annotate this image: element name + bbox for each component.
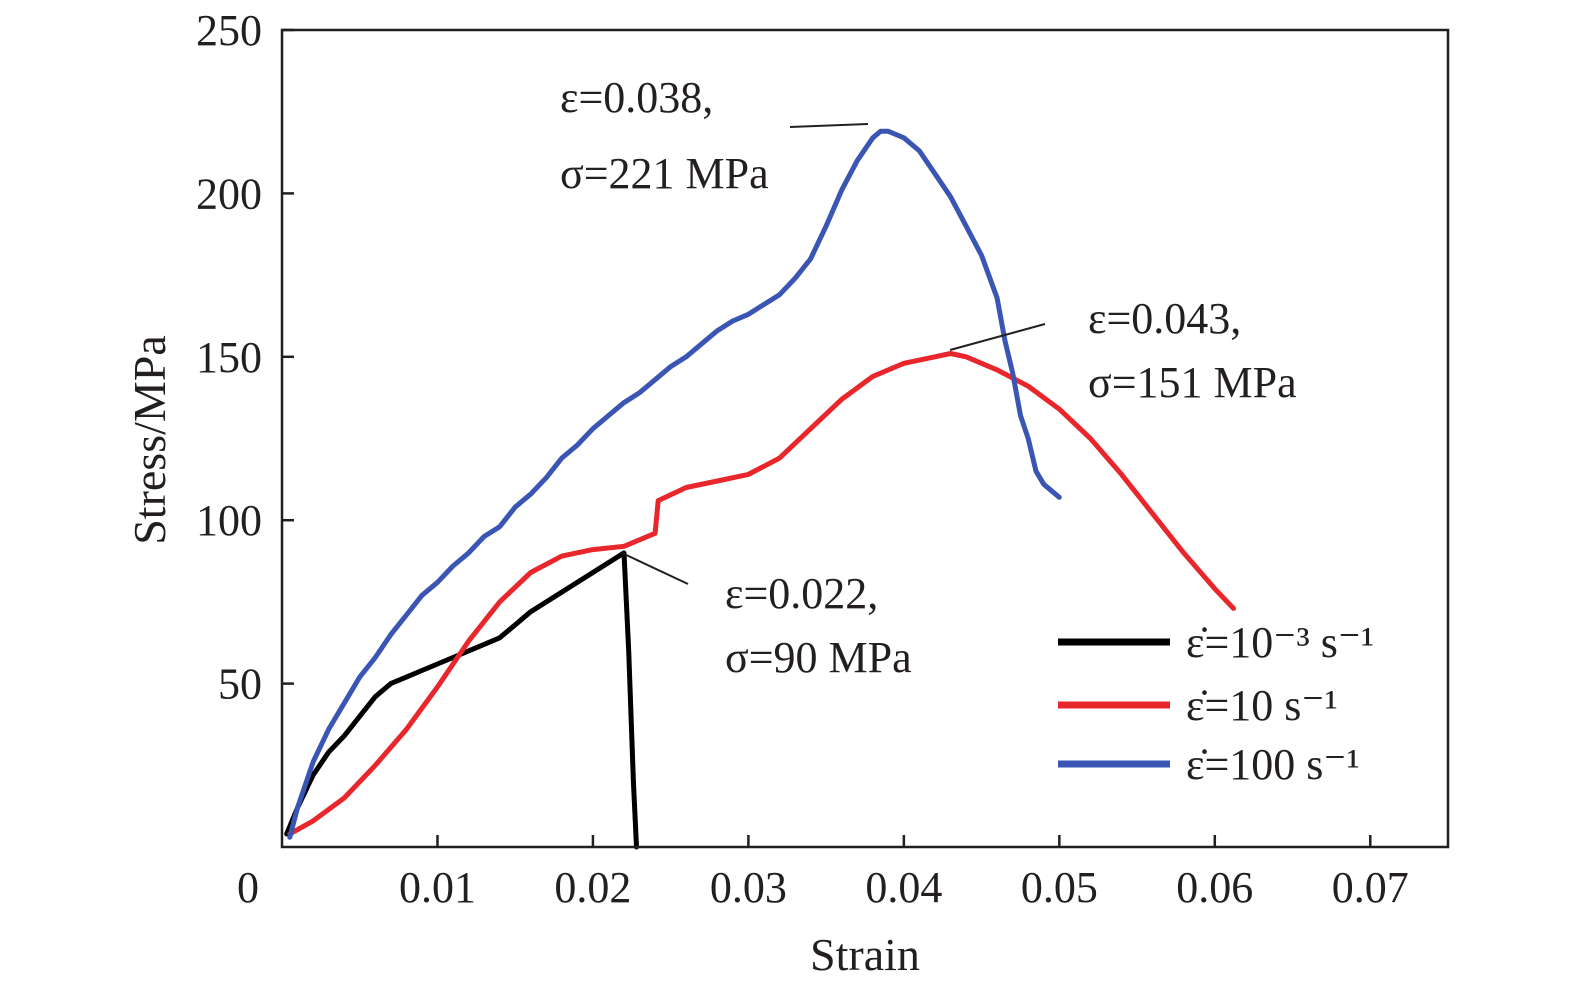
y-tick-label: 150 bbox=[196, 333, 262, 382]
x-tick-label: 0.06 bbox=[1176, 863, 1253, 912]
x-tick-label: 0.05 bbox=[1021, 863, 1098, 912]
series-line-3 bbox=[287, 128, 1062, 840]
annotation-leader-line bbox=[949, 323, 1046, 351]
x-tick-label: 0 bbox=[237, 863, 259, 912]
legend: ε̇=10⁻³ s⁻¹ ε̇=10 s⁻¹ ε̇=100 s⁻¹ bbox=[1058, 618, 1374, 789]
x-tick-label: 0.02 bbox=[554, 863, 631, 912]
y-tick-label: 50 bbox=[218, 660, 262, 709]
annotation-stress-label: σ=90 MPa bbox=[725, 633, 912, 682]
y-tick-label: 100 bbox=[196, 496, 262, 545]
annotation-strain-label: ε=0.022, bbox=[725, 569, 878, 618]
y-tick-label: 200 bbox=[196, 169, 262, 218]
annotation-leader-line bbox=[789, 123, 869, 128]
annotation-stress-label: σ=221 MPa bbox=[560, 149, 769, 198]
annotation-layer: ε=0.038, σ=221 MPa ε=0.043, σ=151 MPa ε=0.02… bbox=[560, 73, 1297, 682]
y-tick-label: 250 bbox=[196, 6, 262, 55]
annotation-leader-line bbox=[621, 552, 689, 585]
x-axis-label: Strain bbox=[810, 929, 920, 980]
x-tick-label: 0.07 bbox=[1332, 863, 1409, 912]
legend-label: ε̇=10 s⁻¹ bbox=[1186, 681, 1338, 730]
x-tick-label: 0.03 bbox=[710, 863, 787, 912]
x-tick-label: 0.01 bbox=[399, 863, 476, 912]
series-line-1 bbox=[284, 550, 639, 850]
annotation-stress-label: σ=151 MPa bbox=[1088, 358, 1297, 407]
series-line-2 bbox=[287, 351, 1236, 837]
x-tick-label: 0.04 bbox=[865, 863, 942, 912]
series-layer bbox=[284, 128, 1236, 850]
annotation-strain-label: ε=0.043, bbox=[1088, 294, 1241, 343]
plot-frame bbox=[280, 28, 1450, 849]
legend-label: ε̇=10⁻³ s⁻¹ bbox=[1186, 618, 1374, 667]
y-axis-label: Stress/MPa bbox=[124, 335, 175, 545]
legend-label: ε̇=100 s⁻¹ bbox=[1186, 740, 1360, 789]
ticks-layer: 0 0.01 0.02 0.03 0.04 0.05 0.06 0.07 50 100 150 200… bbox=[196, 6, 1409, 912]
annotation-strain-label: ε=0.038, bbox=[560, 73, 713, 122]
